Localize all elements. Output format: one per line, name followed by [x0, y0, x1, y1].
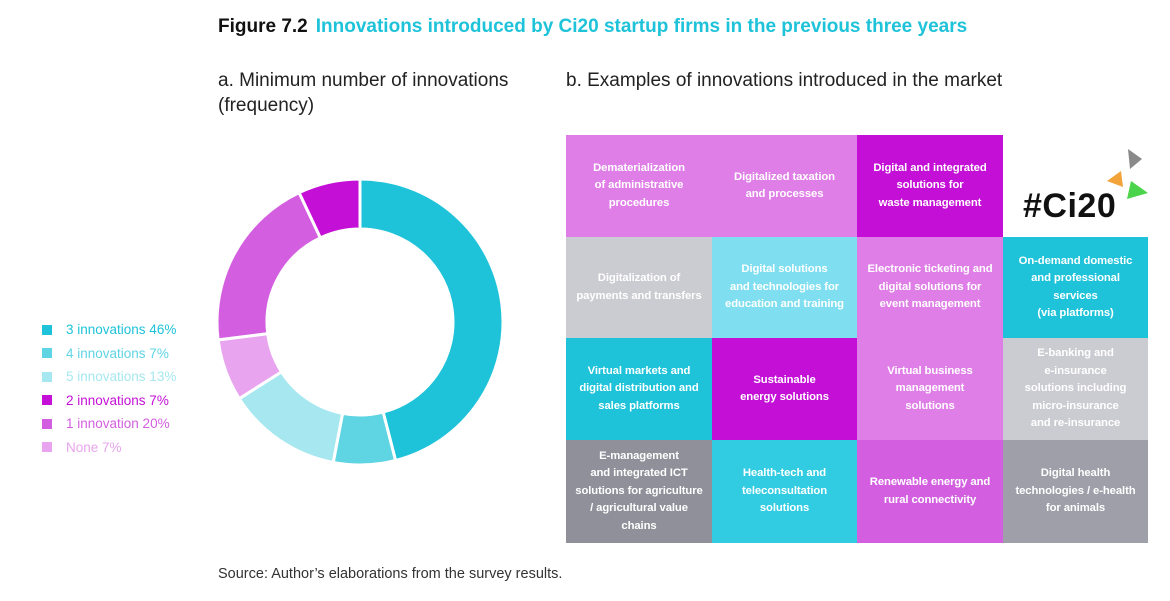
innovation-label: E-banking and e-insurance solutions includ… [1024, 347, 1127, 430]
legend-item: 3 innovations 46% [42, 318, 176, 342]
innovation-label: Digital solutions and technologies for edu… [725, 263, 844, 311]
figure-title-text: Innovations introduced by Ci20 startup f… [315, 16, 968, 37]
innovation-cell: On-demand domestic and professional servi… [1003, 237, 1148, 338]
innovation-cell: Virtual markets and digital distribution … [566, 338, 712, 440]
panel-b-title: b. Examples of innovations introduced in… [566, 70, 1003, 91]
innovation-cell: Digital and integrated solutions for waste… [857, 135, 1003, 237]
innovation-cell: Digitalized taxation and processes [712, 135, 857, 237]
innovation-cell: Health-tech and teleconsultation solutions [712, 440, 857, 543]
panel-a-title: a. Minimum number of innovations (freque… [218, 70, 509, 116]
innovation-label: Digital health technologies / e-health for… [1015, 467, 1136, 515]
innovation-label: Electronic ticketing and digital solution… [867, 263, 993, 311]
innovation-cell: Sustainable energy solutions [712, 338, 857, 440]
innovation-label: Sustainable energy solutions [740, 373, 829, 404]
innovation-cell: Electronic ticketing and digital solution… [857, 237, 1003, 338]
legend-swatch [42, 324, 52, 335]
legend-label: None 7% [66, 439, 122, 455]
figure-number: Figure 7.2 [218, 16, 308, 37]
legend-label: 3 innovations 46% [66, 322, 177, 338]
chart-legend: 3 innovations 46% 4 innovations 7% 5 innov… [42, 318, 176, 459]
legend-item: 5 innovations 13% [42, 365, 176, 389]
innovation-label: Digitalized taxation and processes [734, 170, 835, 201]
donut-slice [297, 177, 362, 240]
innovation-cell: Digital health technologies / e-health for… [1003, 440, 1148, 543]
innovation-label: Health-tech and teleconsultation solutions [741, 467, 828, 515]
innovation-cell: Digitalization of payments and transfers [566, 237, 712, 338]
legend-item: None 7% [42, 436, 176, 460]
ci20-logo-text: #Ci20 [1023, 187, 1117, 225]
legend-swatch [42, 348, 52, 359]
innovation-cell: Renewable energy and rural connectivity [857, 440, 1003, 543]
innovation-label: E-management and integrated ICT solutions … [575, 449, 703, 532]
ci20-logo: #Ci20 [1003, 135, 1148, 237]
legend-label: 4 innovations 7% [66, 345, 169, 361]
innovation-cell: Dematerialization of administrative proced… [566, 135, 712, 237]
innovation-cell: Virtual business management solutions [857, 338, 1003, 440]
innovation-label: On-demand domestic and professional servi… [1018, 254, 1133, 320]
innovation-label: Virtual markets and digital distribution … [579, 364, 699, 412]
innovation-cell: E-management and integrated ICT solutions … [566, 440, 712, 543]
legend-swatch [42, 442, 52, 453]
donut-slice [358, 177, 505, 463]
innovation-label: Digital and integrated solutions for waste… [873, 161, 987, 209]
innovation-label: Digitalization of payments and transfers [576, 272, 702, 302]
innovation-cell: Digital solutions and technologies for edu… [712, 237, 857, 338]
legend-label: 1 innovation 20% [66, 416, 170, 432]
innovation-cell: E-banking and e-insurance solutions includ… [1003, 338, 1148, 440]
source-note: Source: Author’s elaborations from the s… [218, 566, 563, 582]
legend-swatch [42, 418, 52, 429]
legend-label: 5 innovations 13% [66, 369, 177, 385]
legend-swatch [42, 371, 52, 382]
donut-chart [215, 177, 505, 467]
legend-item: 1 innovation 20% [42, 412, 176, 436]
legend-item: 2 innovations 7% [42, 389, 176, 413]
legend-item: 4 innovations 7% [42, 342, 176, 366]
innovation-label: Dematerialization of administrative proced… [593, 161, 685, 209]
innovations-grid: Dematerialization of administrative proced… [566, 135, 1148, 543]
legend-swatch [42, 395, 52, 406]
donut-slice [215, 190, 323, 342]
legend-label: 2 innovations 7% [66, 392, 169, 408]
innovation-label: Virtual business management solutions [887, 364, 973, 412]
innovation-label: Renewable energy and rural connectivity [869, 476, 991, 506]
figure-title: Figure 7.2 Innovations introduced by Ci20… [218, 16, 967, 38]
